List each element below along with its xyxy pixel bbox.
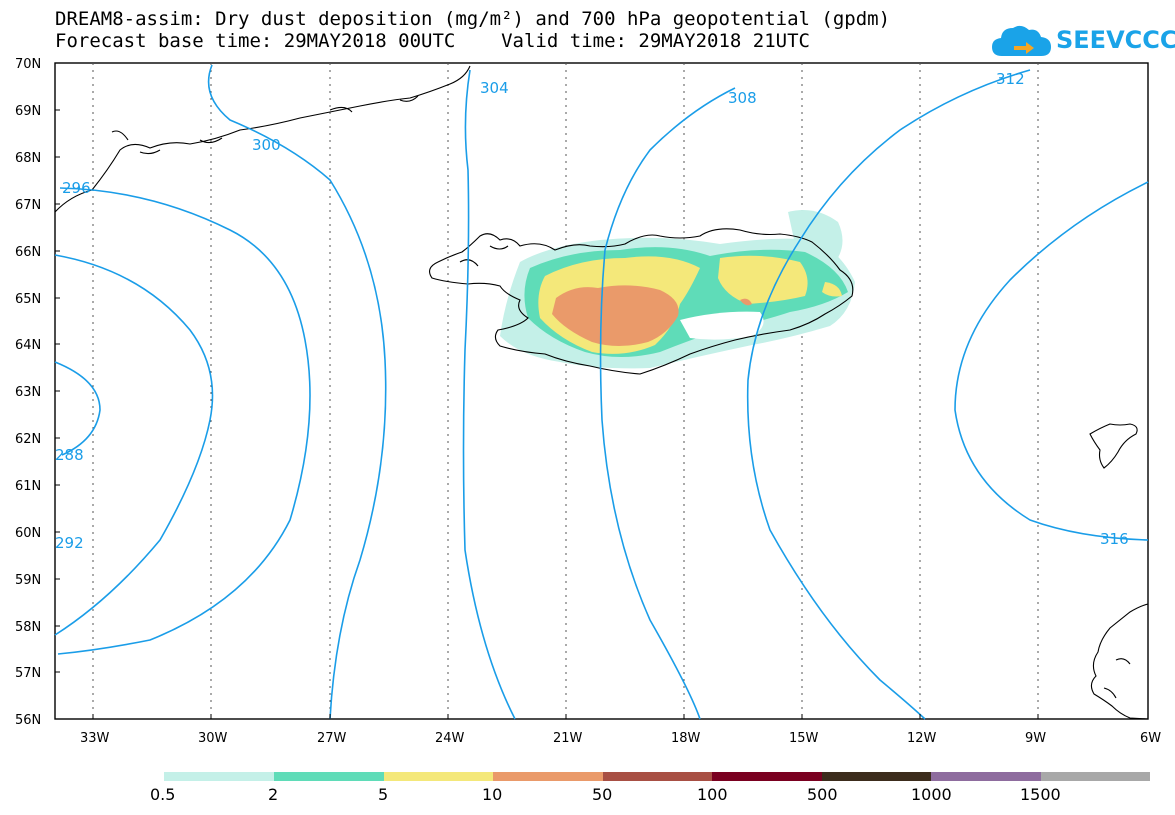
lon-label: 12W [907,731,937,746]
contour-label-304: 304 [480,79,509,97]
legend-label: 2 [268,785,278,804]
geopotential-contours [54,64,1149,720]
lat-label: 64N [15,338,41,353]
lat-label: 57N [15,666,41,681]
legend-label: 50 [592,785,612,804]
contour-label-316: 316 [1100,530,1129,548]
forecast-times: Forecast base time: 29MAY2018 00UTC Vali… [55,30,810,52]
contour-label-296: 296 [62,179,91,197]
lat-label: 66N [15,245,41,260]
legend-label: 500 [807,785,838,804]
contour-label-312: 312 [996,70,1025,88]
lat-label: 58N [15,620,41,635]
lat-label: 60N [15,526,41,541]
legend-swatch [274,772,384,781]
lat-label: 63N [15,385,41,400]
legend-swatch [822,772,931,781]
longitude-labels: 33W 30W 27W 24W 21W 18W 15W 12W 9W 6W [80,731,1161,746]
contour-label-308: 308 [728,89,757,107]
contour-label-292: 292 [55,534,84,552]
lat-label: 68N [15,151,41,166]
lon-label: 30W [198,731,228,746]
legend-label: 1500 [1020,785,1061,804]
legend-colorbar [164,772,1150,781]
lon-label: 33W [80,731,110,746]
lon-label: 27W [317,731,347,746]
lat-label: 56N [15,713,41,728]
legend-swatch [384,772,493,781]
lon-label: 9W [1025,731,1046,746]
legend-labels: 0.5 2 5 10 50 100 500 1000 1500 [150,785,1061,804]
legend-swatch [603,772,712,781]
dust-deposition-field [500,209,855,369]
coastlines [54,65,1149,720]
lon-label: 18W [671,731,701,746]
legend-label: 100 [697,785,728,804]
legend-label: 5 [378,785,388,804]
contour-labels: 304 308 312 300 296 288 292 316 [55,70,1129,552]
grid-lines [92,63,1039,719]
lat-label: 62N [15,432,41,447]
logo-text: SEEVCCC [1056,26,1175,54]
contour-label-300: 300 [252,136,281,154]
lat-label: 65N [15,292,41,307]
lon-label: 15W [789,731,819,746]
lat-label: 67N [15,198,41,213]
legend-swatch [712,772,822,781]
legend-label: 0.5 [150,785,175,804]
lon-label: 21W [553,731,583,746]
contour-label-288: 288 [55,446,84,464]
lat-label: 61N [15,479,41,494]
map-title: DREAM8-assim: Dry dust deposition (mg/m²… [55,8,891,30]
axis-ticks [55,62,1039,719]
latitude-labels: 70N 69N 68N 67N 66N 65N 64N 63N 62N 61N … [15,57,41,728]
seevccc-logo: SEEVCCC [990,20,1175,60]
lat-label: 69N [15,104,41,119]
legend-swatch [931,772,1041,781]
legend-label: 1000 [911,785,952,804]
legend-swatch [493,772,603,781]
legend-label: 10 [482,785,502,804]
lon-label: 24W [435,731,465,746]
cloud-icon [992,25,1051,56]
lat-label: 59N [15,573,41,588]
lat-label: 70N [15,57,41,72]
lon-label: 6W [1140,731,1161,746]
legend-swatch [1041,772,1150,781]
legend-swatch [164,772,274,781]
